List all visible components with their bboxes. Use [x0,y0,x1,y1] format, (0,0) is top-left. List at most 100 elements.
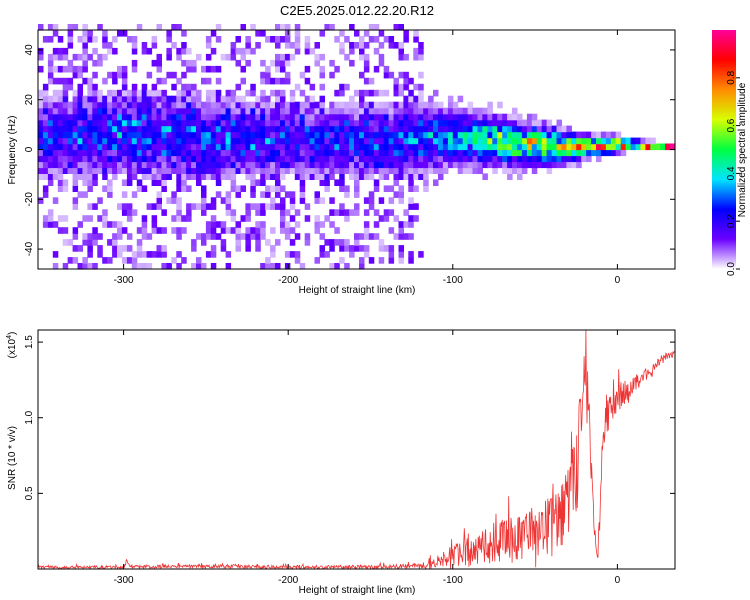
heatmap-cell [433,137,439,145]
heatmap-cell [423,155,429,163]
heatmap-cell [492,125,498,133]
heatmap-cell [220,161,227,169]
heatmap-cell [265,36,271,43]
heatmap-cell [38,173,44,180]
y-axis-label: Frequency (Hz) [7,116,18,185]
heatmap-cell [77,107,83,115]
heatmap-cell [388,137,395,145]
heatmap-cell [319,83,325,91]
heatmap-cell [260,227,266,234]
heatmap-cell [62,95,69,103]
heatmap-cell [354,167,360,174]
x-tick-label: -100 [443,275,463,286]
heatmap-cell [181,119,187,127]
heatmap-cell [393,83,399,91]
heatmap-cell [373,107,380,115]
heatmap-cell [201,197,207,204]
heatmap-cell [408,203,414,210]
heatmap-cell [47,119,54,127]
heatmap-cell [151,125,158,133]
heatmap-cell [102,173,108,180]
heatmap-cell [220,107,227,115]
heatmap-cell [136,251,143,258]
heatmap-cell [181,71,187,79]
heatmap-cell [97,137,103,145]
heatmap-cell [72,113,79,121]
heatmap-cell [378,107,385,115]
x-tick-label: 0 [615,275,621,286]
heatmap-cell [319,65,325,73]
heatmap-cell [378,173,385,180]
heatmap-cell [260,203,266,210]
heatmap-cell [176,77,182,85]
heatmap-cell [136,155,143,163]
heatmap-cell [309,131,316,139]
heatmap-cell [230,149,237,157]
heatmap-cell [393,167,399,174]
heatmap-cell [462,131,469,139]
heatmap-cell [294,173,301,180]
heatmap-cell [329,137,335,145]
heatmap-cell [403,53,409,61]
heatmap-cell [284,77,291,85]
heatmap-cell [462,137,469,145]
heatmap-cell [294,24,301,31]
heatmap-cell [359,107,365,115]
heatmap-cell [230,215,237,222]
heatmap-cell [586,131,592,139]
heatmap-cell [354,149,360,157]
heatmap-cell [368,24,375,31]
heatmap-cell [146,89,153,97]
heatmap-cell [82,30,88,37]
heatmap-cell [62,227,69,234]
heatmap-cell [215,233,222,240]
heatmap-cell [556,149,562,157]
heatmap-cell [507,137,513,145]
heatmap-cell [329,239,335,246]
heatmap-cell [166,155,172,163]
heatmap-cell [280,167,286,174]
heatmap-cell [52,155,59,163]
heatmap-cell [250,101,256,109]
heatmap-cell [284,155,291,163]
heatmap-cell [255,131,261,139]
heatmap-cell [487,119,493,127]
heatmap-cell [92,227,98,234]
heatmap-cell [117,167,123,174]
heatmap-cell [191,143,197,151]
heatmap-cell [97,95,103,103]
heatmap-cell [581,131,587,139]
heatmap-cell [482,119,488,127]
heatmap-cell [487,113,493,121]
heatmap-cell [82,155,88,163]
heatmap-cell [413,143,419,151]
heatmap-cell [205,233,212,240]
heatmap-cell [131,95,138,103]
heatmap-cell [156,161,162,169]
heatmap-cell [215,89,222,97]
heatmap-cell [77,245,83,252]
heatmap-cell [52,107,59,115]
heatmap-cell [240,167,246,174]
heatmap-cell [112,113,118,121]
heatmap-cell [240,143,246,151]
heatmap-cell [452,101,459,109]
heatmap-cell [334,155,340,163]
heatmap-cell [176,263,182,270]
heatmap-cell [136,245,143,252]
y-multiplier-close: ) [7,332,18,335]
heatmap-cell [280,155,286,163]
heatmap-cell [442,107,449,115]
heatmap-cell [82,125,88,133]
heatmap-cell [289,197,296,204]
heatmap-cell [196,107,202,115]
heatmap-cell [47,107,54,115]
heatmap-cell [235,36,241,43]
heatmap-cell [220,143,227,151]
heatmap-cell [181,59,187,67]
heatmap-cell [457,95,464,103]
heatmap-cell [413,36,419,43]
heatmap-cell [235,185,241,192]
heatmap-cell [289,251,296,258]
heatmap-cell [42,36,49,43]
